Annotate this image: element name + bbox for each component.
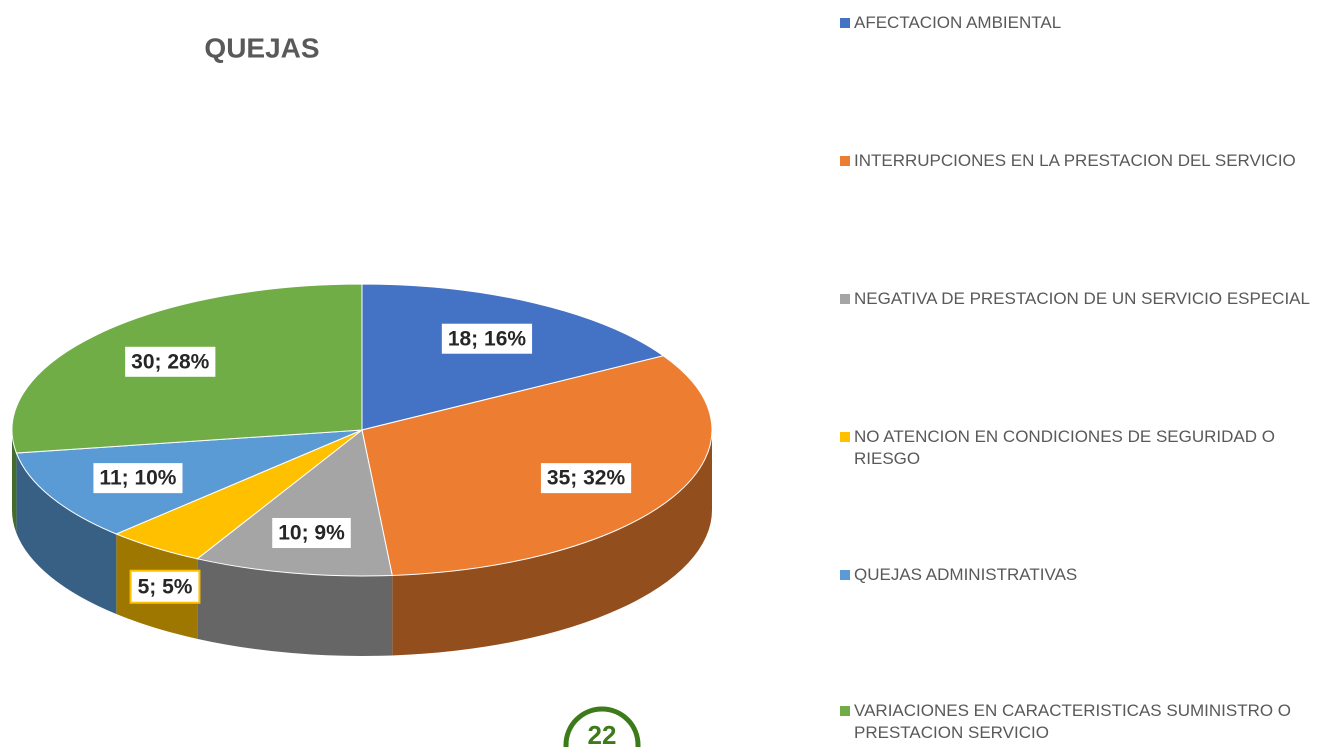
data-label-box bbox=[91, 461, 185, 496]
legend-entry: VARIACIONES EN CARACTERISTICAS SUMINISTR… bbox=[840, 700, 1324, 744]
data-label-text: 5; 5% bbox=[138, 575, 193, 598]
data-label: 18; 16% bbox=[439, 321, 535, 356]
page-number: 22 bbox=[588, 720, 617, 747]
data-label-box bbox=[538, 461, 634, 496]
slice-side bbox=[12, 430, 17, 534]
slice-side bbox=[197, 558, 393, 656]
legend-label: NEGATIVA DE PRESTACION DE UN SERVICIO ES… bbox=[854, 289, 1310, 308]
slice bbox=[15, 429, 363, 535]
legend-swatch bbox=[840, 156, 850, 166]
pie: 18; 16% 35; 32% 10; 9% 5; 5% 11; 10% 30; 28% bbox=[11, 283, 713, 656]
legend-entry: QUEJAS ADMINISTRATIVAS bbox=[840, 564, 1324, 586]
data-label-text: 11; 10% bbox=[99, 467, 176, 490]
chart-title: QUEJAS bbox=[204, 32, 319, 63]
data-label-box bbox=[270, 515, 353, 550]
data-label-box bbox=[123, 344, 218, 379]
legend-swatch bbox=[840, 570, 850, 580]
data-label: 11; 10% bbox=[91, 461, 185, 496]
legend-label: VARIACIONES EN CARACTERISTICAS SUMINISTR… bbox=[854, 701, 1292, 742]
slice-side bbox=[392, 430, 712, 656]
legend-entry: AFECTACION AMBIENTAL bbox=[840, 12, 1324, 34]
data-label-text: 10; 9% bbox=[278, 522, 345, 545]
legend-entry: NO ATENCION EN CONDICIONES DE SEGURIDAD … bbox=[840, 426, 1324, 470]
data-label: 10; 9% bbox=[270, 515, 353, 550]
legend-entry: NEGATIVA DE PRESTACION DE UN SERVICIO ES… bbox=[840, 288, 1324, 310]
legend-label: INTERRUPCIONES EN LA PRESTACION DEL SERV… bbox=[854, 151, 1296, 170]
data-label-text: 30; 28% bbox=[131, 350, 210, 373]
legend-swatch bbox=[840, 706, 850, 716]
legend-entry: INTERRUPCIONES EN LA PRESTACION DEL SERV… bbox=[840, 150, 1324, 172]
data-label: 5; 5% bbox=[129, 569, 201, 604]
data-label-text: 35; 32% bbox=[547, 467, 626, 490]
data-label: 30; 28% bbox=[123, 344, 218, 379]
legend-label: QUEJAS ADMINISTRATIVAS bbox=[854, 565, 1078, 584]
data-label-text: 18; 16% bbox=[448, 327, 527, 350]
legend-swatch bbox=[840, 432, 850, 442]
data-label: 35; 32% bbox=[538, 461, 634, 496]
legend-label: NO ATENCION EN CONDICIONES DE SEGURIDAD … bbox=[854, 427, 1275, 468]
slice-side bbox=[16, 453, 117, 614]
page-badge bbox=[563, 706, 641, 747]
legend-swatch bbox=[840, 294, 850, 304]
data-label-box bbox=[439, 321, 535, 356]
slice bbox=[361, 355, 713, 576]
data-label-box bbox=[129, 569, 201, 604]
legend-swatch bbox=[840, 18, 850, 28]
slice bbox=[361, 283, 665, 431]
legend-label: AFECTACION AMBIENTAL bbox=[854, 13, 1062, 32]
